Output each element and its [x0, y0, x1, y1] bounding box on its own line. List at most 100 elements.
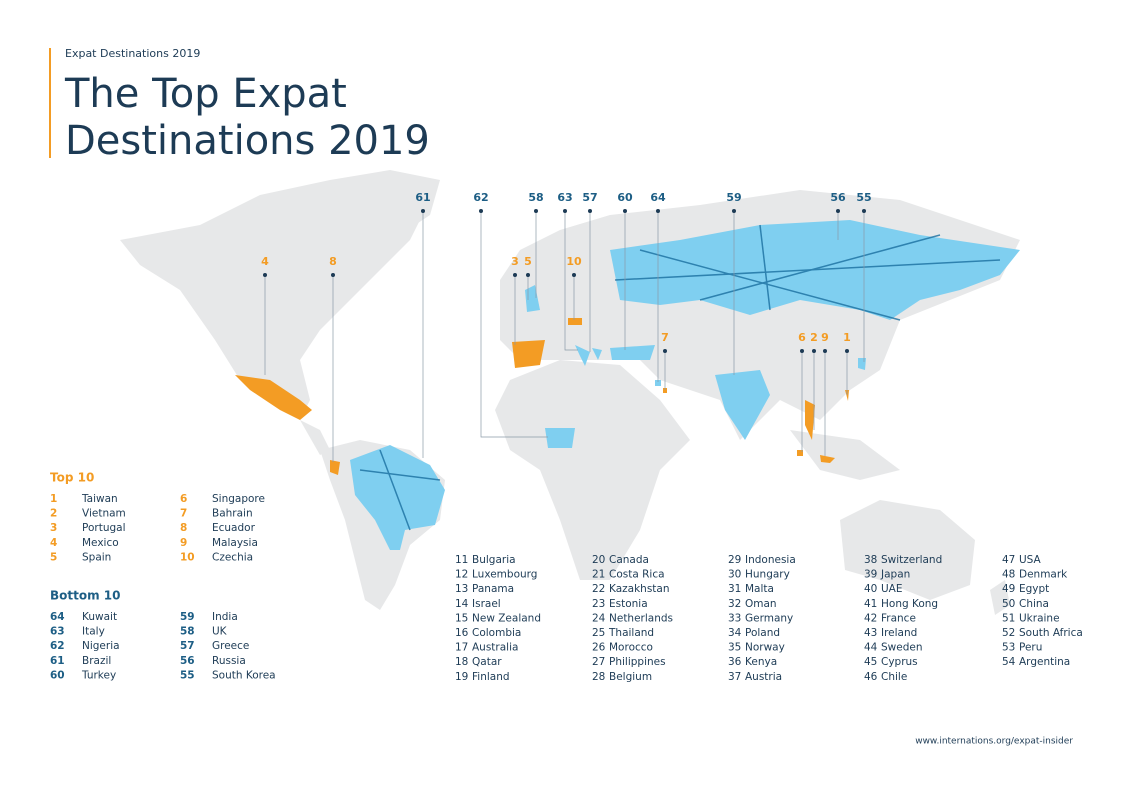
country: UK: [212, 626, 228, 638]
rank: 37: [728, 671, 741, 683]
rank: 54: [1002, 656, 1016, 668]
marker-dot: [732, 209, 736, 213]
country: Italy: [82, 626, 105, 638]
marker-dot: [845, 349, 849, 353]
marker-dot: [588, 209, 592, 213]
rank: 21: [592, 569, 605, 581]
rank: 20: [592, 554, 605, 566]
marker-dot: [563, 209, 567, 213]
rank: 48: [1002, 569, 1015, 581]
rank: 23: [592, 598, 605, 610]
marker-dot: [479, 209, 483, 213]
marker-label: 58: [528, 191, 543, 204]
country: New Zealand: [472, 612, 541, 624]
country: Thailand: [608, 627, 654, 639]
rank: 28: [592, 671, 605, 683]
rank: 62: [50, 640, 65, 652]
marker-dot: [421, 209, 425, 213]
kicker: Expat Destinations 2019: [65, 47, 200, 60]
rank: 59: [180, 611, 195, 623]
rank: 34: [728, 627, 742, 639]
country: Philippines: [609, 656, 666, 668]
marker-dot: [623, 209, 627, 213]
accent-bar: [49, 48, 51, 158]
country: USA: [1019, 554, 1042, 566]
marker-dot: [836, 209, 840, 213]
rank: 25: [592, 627, 605, 639]
country: Taiwan: [81, 493, 118, 505]
country: Panama: [472, 583, 514, 595]
country: Oman: [745, 598, 777, 610]
rank: 13: [455, 583, 468, 595]
country: Poland: [745, 627, 780, 639]
country: Egypt: [1019, 583, 1049, 595]
rank: 6: [180, 493, 187, 505]
country: Australia: [472, 642, 518, 654]
country: Finland: [472, 671, 510, 683]
country: Malta: [745, 583, 774, 595]
marker-dot: [572, 273, 576, 277]
rank: 19: [455, 671, 468, 683]
country: Argentina: [1019, 656, 1070, 668]
marker-label: 2: [810, 331, 818, 344]
marker-dot: [812, 349, 816, 353]
country: Vietnam: [82, 508, 126, 520]
rank: 36: [728, 656, 742, 668]
marker-label: 59: [726, 191, 741, 204]
leader-line: [480, 211, 548, 438]
country: Greece: [212, 640, 249, 652]
marker-label: 7: [661, 331, 669, 344]
rank: 42: [864, 612, 877, 624]
marker-dot: [862, 209, 866, 213]
rank: 64: [50, 611, 65, 623]
country: Indonesia: [745, 554, 796, 566]
country: Brazil: [82, 655, 111, 667]
rank: 16: [455, 627, 469, 639]
marker-label: 4: [261, 255, 269, 268]
marker-label: 60: [617, 191, 633, 204]
marker-label: 62: [473, 191, 488, 204]
rank: 63: [50, 626, 65, 638]
marker-dot: [526, 273, 530, 277]
rank: 29: [728, 554, 741, 566]
country: Austria: [745, 671, 782, 683]
rank: 35: [728, 642, 741, 654]
footer-url: www.internations.org/expat-insider: [915, 737, 1073, 747]
country: South Korea: [212, 669, 276, 681]
rank: 53: [1002, 642, 1015, 654]
country: Colombia: [472, 627, 521, 639]
marker-label: 8: [329, 255, 337, 268]
rank: 41: [864, 598, 877, 610]
country: Morocco: [609, 642, 653, 654]
title-line: Destinations 2019: [65, 118, 430, 164]
country: Netherlands: [609, 612, 673, 624]
country: Mexico: [82, 537, 119, 549]
marker-dot: [656, 209, 660, 213]
country: Germany: [745, 612, 793, 624]
marker-label: 6: [798, 331, 806, 344]
rank: 17: [455, 642, 468, 654]
country: Hong Kong: [881, 598, 938, 610]
rank: 43: [864, 627, 877, 639]
country: Kazakhstan: [609, 583, 670, 595]
marker-label: 1: [843, 331, 851, 344]
marker-dot: [534, 209, 538, 213]
rank: 47: [1002, 554, 1015, 566]
marker-label: 55: [856, 191, 871, 204]
country: Belgium: [609, 671, 652, 683]
rank: 8: [180, 522, 187, 534]
country: Denmark: [1019, 569, 1068, 581]
rank: 14: [455, 598, 469, 610]
rank: 39: [864, 569, 877, 581]
country: Japan: [880, 569, 910, 581]
country: Turkey: [81, 669, 116, 681]
country: Malaysia: [212, 537, 258, 549]
country: Switzerland: [881, 554, 942, 566]
country: Czechia: [212, 551, 253, 563]
rank: 10: [180, 551, 195, 563]
rank: 22: [592, 583, 605, 595]
country: Cyprus: [881, 656, 918, 668]
country: France: [881, 612, 916, 624]
rank: 38: [864, 554, 877, 566]
